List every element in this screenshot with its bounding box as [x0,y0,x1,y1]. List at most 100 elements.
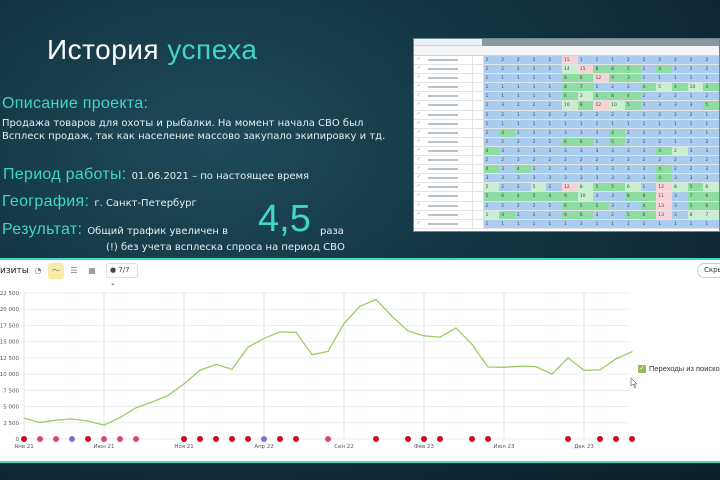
position-cell: 3 [609,201,625,210]
position-cell: 1 [483,219,500,228]
bar-chart-icon[interactable]: ▦ [88,266,96,275]
position-cell: 4 [656,65,672,74]
position-cell: 3 [624,74,641,83]
position-cell: 3 [593,210,610,219]
position-cell: 3 [703,174,719,183]
position-cell: 2 [624,83,641,92]
position-cell: 1 [530,74,547,83]
data-point [343,322,345,325]
position-cell: 2 [546,210,563,219]
data-point [151,401,153,403]
position-cell: 7 [577,83,594,92]
position-cell: 4 [499,128,515,137]
position-cell: 8 [609,92,625,101]
position-cell: 2 [687,110,704,119]
hide-button[interactable]: Скрыт [697,263,720,278]
query-label [424,56,473,65]
position-cell: 1 [514,219,531,228]
description-text: Продажа товаров для охоты и рыбалки. На … [2,118,386,142]
position-cell: 1 [671,74,688,83]
y-tick-label: 0 [16,437,20,443]
position-cell: 3 [687,101,704,110]
pie-chart-icon[interactable]: ◔ [34,266,42,275]
check-icon: ✓ [416,119,421,126]
line-chart-icon[interactable]: 〜 [48,263,64,279]
position-cell: 3 [687,146,704,156]
position-cell: 3 [546,174,563,183]
legend-item[interactable]: ✓ Переходы из поиско [638,364,720,374]
position-cell: 11 [656,192,672,201]
position-cell: 2 [609,156,625,165]
position-cell: 1 [703,74,719,83]
table-row: ✓ 2 2 1 2 2 2 2 2 2 2 2 2 2 2 1 [414,110,719,120]
data-point [167,394,169,397]
position-cell: 1 [656,219,672,228]
data-point [535,366,537,368]
position-cell: 2 [546,56,563,65]
segments-dropdown[interactable]: ● 7/7 ⌄ [106,263,138,287]
position-cell: 5 [593,183,610,192]
query-label [424,137,473,146]
position-cell: 2 [499,56,515,65]
position-cell: 12 [593,101,610,110]
position-cell: 1 [483,83,500,92]
data-point [247,346,249,348]
check-icon: ✓ [416,183,421,190]
query-label [424,83,473,92]
position-cell: 3 [499,101,515,110]
position-cell: 1 [593,219,610,228]
position-cell: 1 [593,119,610,128]
annotation-marker [37,436,43,442]
position-cell: 1 [483,74,500,83]
position-cell: 2 [624,156,641,165]
check-icon: ✓ [416,101,421,108]
check-icon: ✓ [416,92,421,99]
table-row: ✓ 2 2 2 2 2 14 15 8 8 5 2 4 2 2 2 [414,65,719,75]
query-label [424,183,473,192]
position-cell: 2 [656,110,672,119]
position-cell: 3 [499,146,515,156]
position-cell: 5 [656,83,672,92]
position-cell: 2 [514,65,531,74]
position-cell: 2 [671,56,688,65]
position-cell: 6 [577,210,594,219]
data-point [135,407,137,409]
position-cell: 2 [640,137,657,146]
position-cell: 1 [530,92,547,101]
position-cell: 2 [656,137,672,146]
position-cell: 1 [483,119,500,128]
y-tick-label: 5 000 [3,405,19,411]
check-icon: ✓ [416,165,421,172]
position-cell: 2 [514,201,531,210]
check-icon: ✓ [416,219,421,226]
geo-heading: География: [2,193,90,210]
position-cell: 2 [687,56,704,65]
position-cell: 1 [499,219,515,228]
position-cell: 2 [483,110,500,119]
check-icon: ✓ [416,174,421,181]
position-cell: 6 [499,192,515,201]
table-row: ✓ 2 4 2 2 2 3 3 3 4 2 2 2 2 2 1 [414,128,719,138]
annotation-marker [565,436,571,442]
data-point [615,358,617,360]
position-cell: 1 [562,119,578,128]
position-cell: 1 [687,137,704,146]
stacked-chart-icon[interactable]: ☰ [70,266,78,275]
position-cell: 2 [546,201,563,210]
position-cell: 1 [514,92,531,101]
position-cell: 1 [671,219,688,228]
position-cell: 2 [624,137,641,146]
position-cell: 2 [671,156,688,165]
position-cell: 1 [499,119,515,128]
position-cell: 1 [624,119,641,128]
table-row: ✓ 1 1 1 1 1 1 1 1 1 1 1 1 1 1 1 [414,219,719,229]
position-cell: 3 [671,174,688,183]
data-point [55,419,57,421]
position-cell: 6 [703,183,719,192]
position-cell: 4 [609,128,625,137]
checkbox-icon[interactable]: ✓ [638,365,646,374]
data-point [375,298,377,301]
annotation-marker [485,436,491,442]
position-cell: 2 [624,56,641,65]
position-cell: 3 [577,146,594,156]
